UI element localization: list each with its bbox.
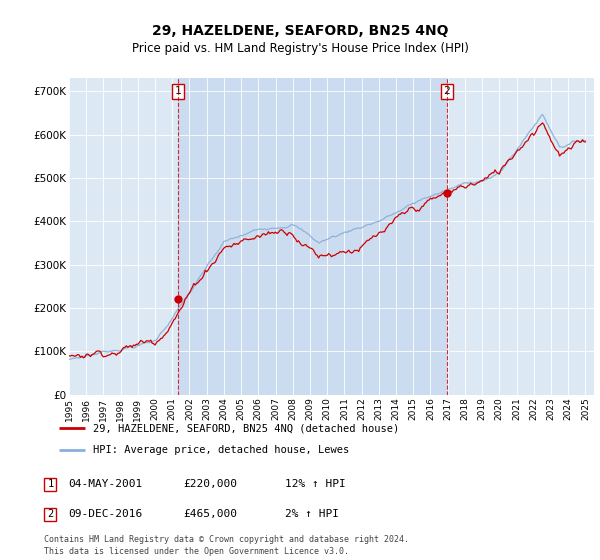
Bar (178, 78, 446, 395)
FancyBboxPatch shape (44, 478, 56, 491)
Text: 2: 2 (443, 86, 450, 96)
Text: 1: 1 (175, 86, 182, 96)
Text: 2% ↑ HPI: 2% ↑ HPI (285, 509, 339, 519)
Text: 1: 1 (47, 479, 53, 489)
Text: 29, HAZELDENE, SEAFORD, BN25 4NQ: 29, HAZELDENE, SEAFORD, BN25 4NQ (152, 25, 448, 38)
Text: 2: 2 (47, 509, 53, 519)
Text: 12% ↑ HPI: 12% ↑ HPI (285, 479, 346, 489)
Text: 09-DEC-2016: 09-DEC-2016 (68, 509, 142, 519)
Text: £220,000: £220,000 (183, 479, 237, 489)
FancyBboxPatch shape (44, 507, 56, 521)
Text: 29, HAZELDENE, SEAFORD, BN25 4NQ (detached house): 29, HAZELDENE, SEAFORD, BN25 4NQ (detach… (92, 423, 399, 433)
Text: HPI: Average price, detached house, Lewes: HPI: Average price, detached house, Lewe… (92, 445, 349, 455)
Text: £465,000: £465,000 (183, 509, 237, 519)
Text: Contains HM Land Registry data © Crown copyright and database right 2024.
This d: Contains HM Land Registry data © Crown c… (44, 535, 409, 556)
Text: Price paid vs. HM Land Registry's House Price Index (HPI): Price paid vs. HM Land Registry's House … (131, 42, 469, 55)
Text: 04-MAY-2001: 04-MAY-2001 (68, 479, 142, 489)
